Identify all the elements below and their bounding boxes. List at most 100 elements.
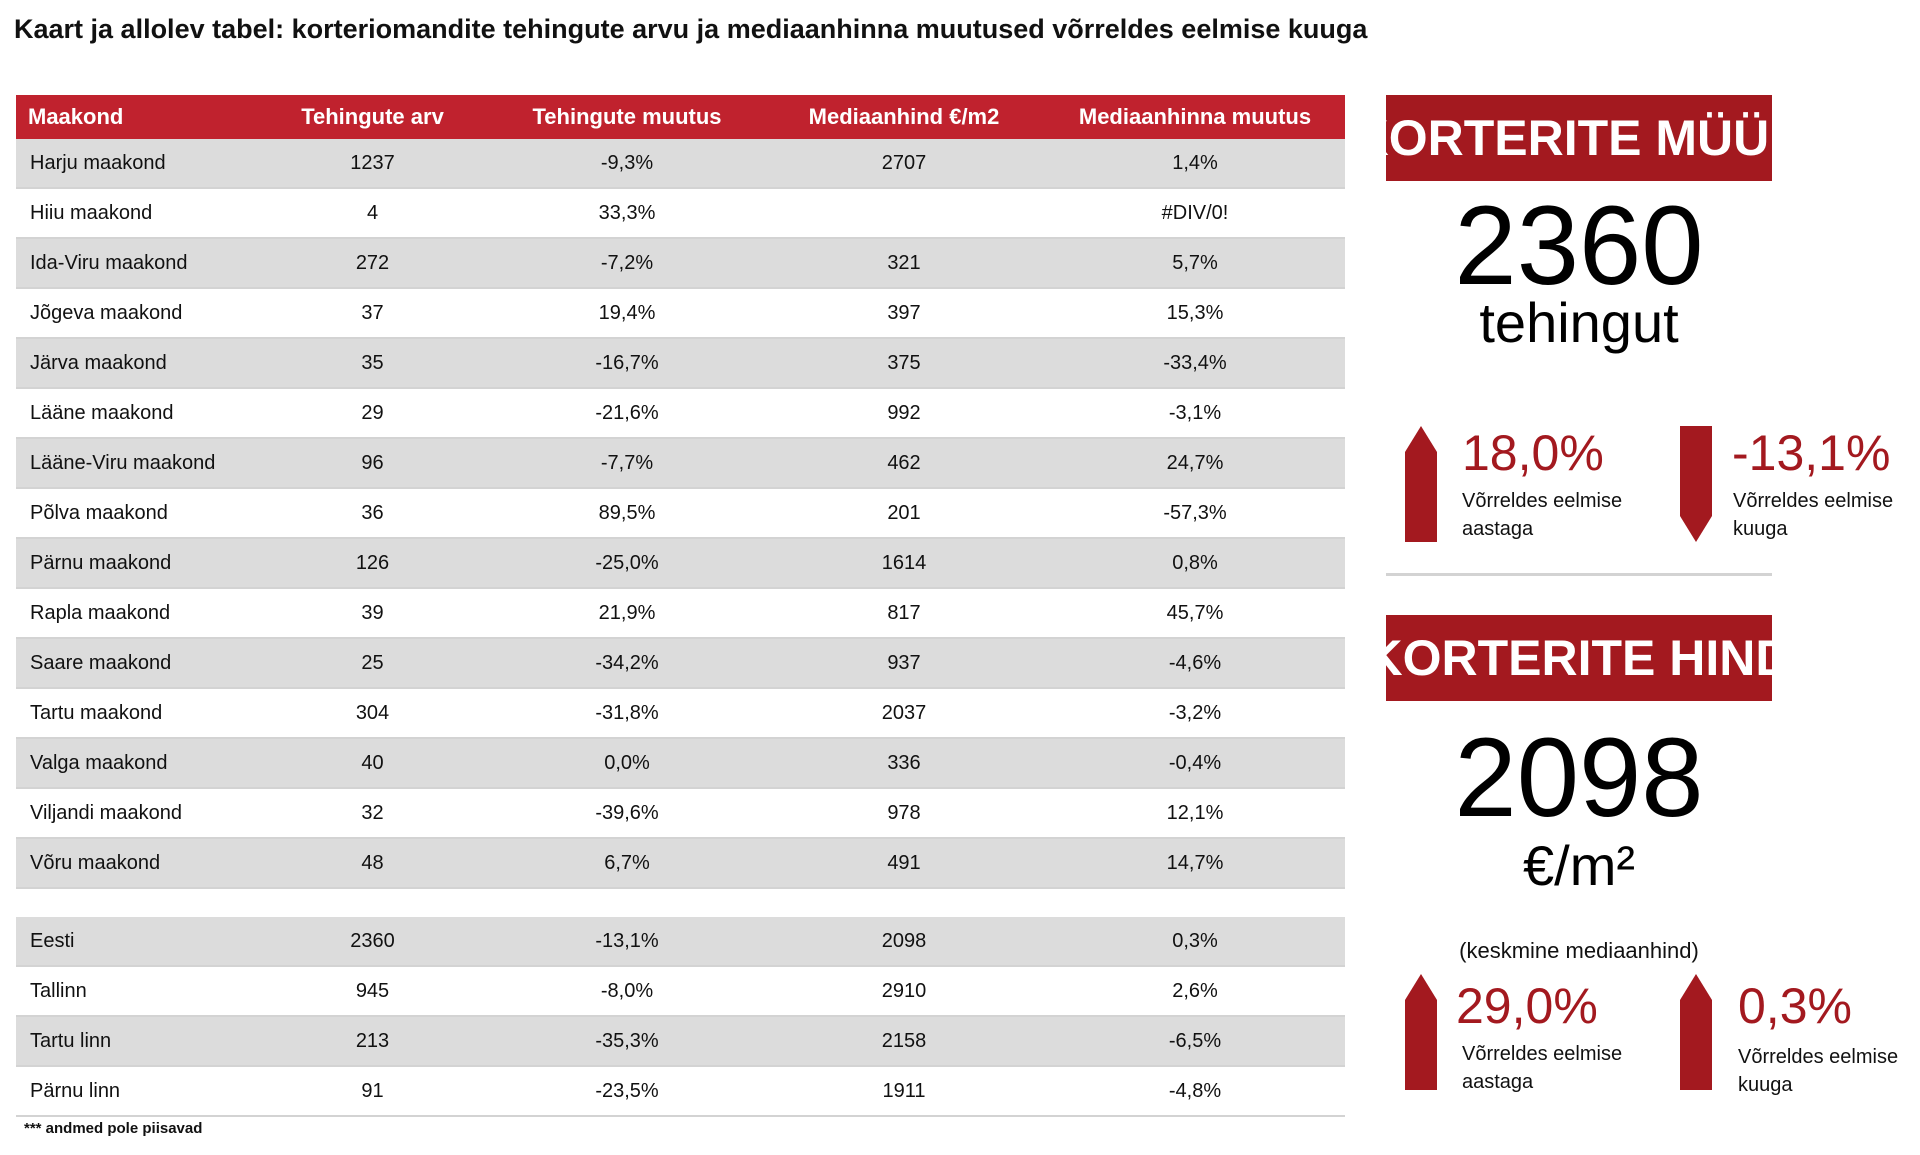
table-cell: 397 bbox=[887, 301, 921, 324]
table-cell: -7,7% bbox=[600, 451, 654, 474]
table-cell: -35,3% bbox=[595, 1029, 659, 1052]
table-row: Tartu linn 213 -35,3% 2158 -6,5% bbox=[16, 1017, 1345, 1067]
table-cell: -34,2% bbox=[595, 651, 659, 674]
table-cell: Hiiu maakond bbox=[30, 201, 153, 224]
table-cell: -7,2% bbox=[600, 251, 654, 274]
table-row: Eesti 2360 -13,1% 2098 0,3% bbox=[16, 917, 1345, 967]
table-cell: 491 bbox=[887, 851, 921, 874]
table-cell: -3,1% bbox=[1168, 401, 1222, 424]
table-row: Hiiu maakond 4 33,3% #DIV/0! bbox=[16, 189, 1345, 239]
caption-line: Võrreldes eelmise bbox=[1462, 1043, 1623, 1065]
table-row: Saare maakond 25 -34,2% 937 -4,6% bbox=[16, 639, 1345, 689]
arrow-up-icon bbox=[1680, 974, 1712, 1090]
table-cell: 817 bbox=[887, 601, 921, 624]
table-cell: Võru maakond bbox=[30, 851, 161, 874]
table-cell: 304 bbox=[355, 701, 390, 724]
arrow-up-icon bbox=[1405, 974, 1437, 1090]
table-cell: 12,1% bbox=[1166, 801, 1224, 824]
caption-line: aastaga bbox=[1462, 1071, 1534, 1093]
table-body: Harju maakond 1237 -9,3% 2707 1,4% Hiiu maako… bbox=[16, 139, 1345, 1117]
table-cell: 33,3% bbox=[598, 201, 656, 224]
table-cell: -0,4% bbox=[1168, 751, 1222, 774]
table-cell: -57,3% bbox=[1163, 501, 1227, 524]
table-cell: -21,6% bbox=[595, 401, 659, 424]
table-cell: 6,7% bbox=[604, 851, 650, 874]
caption-line: Võrreldes eelmise bbox=[1462, 490, 1623, 512]
table-cell: -25,0% bbox=[595, 551, 659, 574]
footnote: *** andmed pole piisavad bbox=[24, 1120, 203, 1137]
table-cell: 14,7% bbox=[1166, 851, 1224, 874]
price-unit: €/m² bbox=[1523, 834, 1635, 897]
table-cell: 37 bbox=[361, 301, 384, 324]
price-yearly-change: 29,0% bbox=[1456, 978, 1598, 1034]
caption-line: Võrreldes eelmise bbox=[1738, 1046, 1899, 1068]
caption-line: aastaga bbox=[1462, 518, 1534, 540]
caption-line: Võrreldes eelmise bbox=[1733, 490, 1894, 512]
price-monthly-change: 0,3% bbox=[1738, 978, 1852, 1034]
table-row: Viljandi maakond 32 -39,6% 978 12,1% bbox=[16, 789, 1345, 839]
table-row: Tallinn 945 -8,0% 2910 2,6% bbox=[16, 967, 1345, 1017]
table-cell: Järva maakond bbox=[30, 351, 167, 374]
column-header: Maakond bbox=[28, 104, 124, 129]
table-cell: -16,7% bbox=[595, 351, 659, 374]
column-header: Tehingute arv bbox=[301, 104, 444, 129]
table-cell: 32 bbox=[361, 801, 384, 824]
table-cell: 1614 bbox=[881, 551, 927, 574]
table-cell: 0,8% bbox=[1172, 551, 1218, 574]
table-cell: 992 bbox=[887, 401, 921, 424]
sales-unit: tehingut bbox=[1479, 291, 1679, 354]
table-cell: 40 bbox=[361, 751, 384, 774]
table-cell: 201 bbox=[887, 501, 921, 524]
price-monthly-caption: Võrreldes eelmise kuuga bbox=[1738, 1043, 1920, 1099]
table-row: Ida-Viru maakond 272 -7,2% 321 5,7% bbox=[16, 239, 1345, 289]
table-cell: 5,7% bbox=[1172, 251, 1218, 274]
price-banner: KORTERITE HIND bbox=[1367, 615, 1792, 701]
table-cell: Lääne-Viru maakond bbox=[30, 451, 216, 474]
table-cell: 272 bbox=[355, 251, 390, 274]
table-row: Võru maakond 48 6,7% 491 14,7% bbox=[16, 839, 1345, 889]
table-cell: -6,5% bbox=[1168, 1029, 1222, 1052]
table-cell: Lääne maakond bbox=[30, 401, 174, 424]
table-cell: Valga maakond bbox=[30, 751, 168, 774]
caption-line: kuuga bbox=[1738, 1074, 1793, 1096]
table-cell: 0,0% bbox=[604, 751, 650, 774]
table-header: Maakond Tehingute arv Tehingute muutus Medi… bbox=[16, 95, 1345, 139]
table-cell: 2360 bbox=[350, 929, 395, 952]
table-cell: 937 bbox=[887, 651, 921, 674]
table-cell: 24,7% bbox=[1166, 451, 1224, 474]
page-title: Kaart ja allolev tabel: korteriomandite … bbox=[14, 14, 1368, 44]
panel-divider bbox=[1386, 573, 1772, 576]
table-cell: -4,6% bbox=[1168, 651, 1222, 674]
table-cell: Rapla maakond bbox=[30, 601, 171, 624]
table-cell: 1911 bbox=[882, 1079, 926, 1102]
table-cell: -33,4% bbox=[1163, 351, 1227, 374]
table-cell: -9,3% bbox=[600, 151, 654, 174]
table-cell: Ida-Viru maakond bbox=[30, 251, 188, 274]
table-cell: 4 bbox=[366, 201, 379, 224]
table-cell: 945 bbox=[355, 979, 390, 1002]
table-cell: 19,4% bbox=[598, 301, 656, 324]
sales-yearly-caption: Võrreldes eelmise aastaga bbox=[1462, 487, 1662, 543]
table-row: Jõgeva maakond 37 19,4% 397 15,3% bbox=[16, 289, 1345, 339]
table-cell: -31,8% bbox=[595, 701, 659, 724]
table-row: Põlva maakond 36 89,5% 201 -57,3% bbox=[16, 489, 1345, 539]
table-cell: 1,4% bbox=[1172, 151, 1218, 174]
table-cell: Saare maakond bbox=[30, 651, 172, 674]
table-cell: 39 bbox=[361, 601, 384, 624]
table-cell: 126 bbox=[355, 551, 390, 574]
table-cell: -39,6% bbox=[595, 801, 659, 824]
price-caption: (keskmine mediaanhind) bbox=[1459, 938, 1699, 963]
table-cell: Viljandi maakond bbox=[30, 801, 182, 824]
price-median: 2098 bbox=[1454, 715, 1704, 840]
table-cell: 2,6% bbox=[1172, 979, 1218, 1002]
table-cell: -3,2% bbox=[1168, 701, 1222, 724]
table-cell: 48 bbox=[361, 851, 384, 874]
table-cell: 462 bbox=[887, 451, 921, 474]
table-row: Lääne-Viru maakond 96 -7,7% 462 24,7% bbox=[16, 439, 1345, 489]
table-row: Järva maakond 35 -16,7% 375 -33,4% bbox=[16, 339, 1345, 389]
sales-monthly-change: -13,1% bbox=[1732, 425, 1891, 481]
table-cell: #DIV/0! bbox=[1161, 201, 1229, 224]
table-row: Harju maakond 1237 -9,3% 2707 1,4% bbox=[16, 139, 1345, 189]
table-cell: 89,5% bbox=[598, 501, 656, 524]
price-yearly-caption: Võrreldes eelmise aastaga bbox=[1462, 1040, 1662, 1096]
